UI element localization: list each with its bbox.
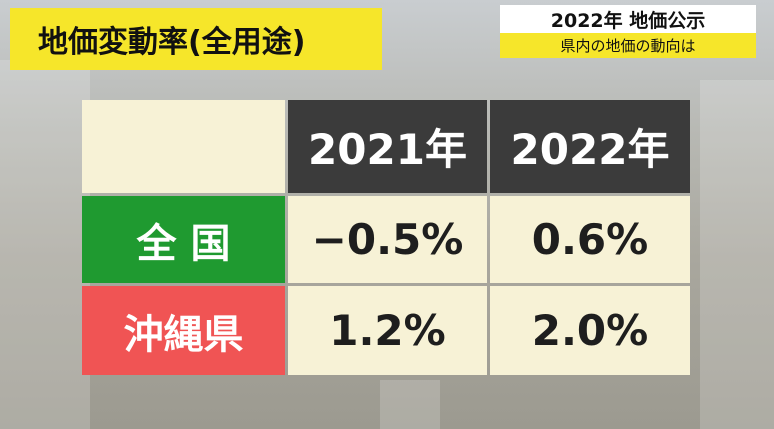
row-label: 沖縄県 <box>82 286 285 375</box>
table-cell: −0.5% <box>288 196 487 283</box>
table-header: 2021年 <box>288 100 487 193</box>
table-cell: 2.0% <box>490 286 690 375</box>
background-building <box>380 380 440 429</box>
table-cell: 0.6% <box>490 196 690 283</box>
table-header: 2022年 <box>490 100 690 193</box>
table-corner <box>82 100 285 193</box>
background-building <box>0 60 90 429</box>
background-building <box>700 80 774 429</box>
table-cell: 1.2% <box>288 286 487 375</box>
caption-title: 地価変動率(全用途) <box>10 8 382 70</box>
program-label: 2022年 地価公示 <box>500 5 756 33</box>
program-sublabel: 県内の地価の動向は <box>500 33 756 58</box>
row-label: 全 国 <box>82 196 285 283</box>
